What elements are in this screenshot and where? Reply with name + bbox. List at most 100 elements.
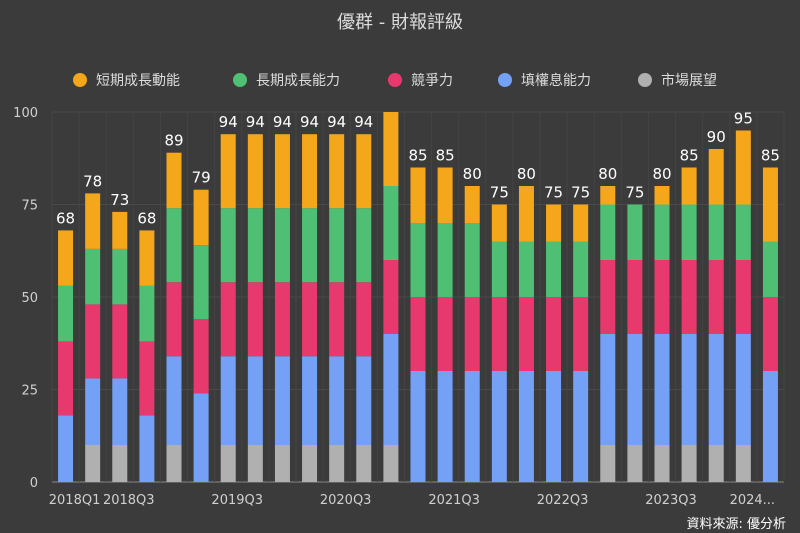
source-note: 資料來源: 優分析: [686, 517, 786, 532]
total-label: 80: [652, 165, 671, 183]
total-label: 75: [571, 184, 590, 202]
bar-segment: [464, 371, 480, 482]
bar-segment: [274, 282, 290, 357]
bar-segment: [302, 208, 318, 283]
bar-segment: [762, 371, 778, 482]
total-label: 94: [300, 113, 319, 131]
bar-segment: [518, 241, 534, 297]
bar-segment: [681, 167, 697, 205]
bar-segment: [573, 241, 589, 297]
bar-segment: [85, 193, 101, 249]
total-label: 85: [436, 147, 455, 165]
bar-segment: [220, 282, 236, 357]
bar-segment: [627, 260, 643, 334]
legend-marker: [498, 73, 512, 87]
bar-segment: [85, 378, 101, 445]
bar-segment: [193, 319, 209, 394]
bar-segment: [356, 134, 372, 209]
bar-segment: [546, 371, 562, 482]
bar-segment: [654, 186, 670, 205]
bar-segment: [58, 230, 74, 286]
bar-segment: [681, 204, 697, 260]
bar-segment: [302, 282, 318, 357]
bar-segment: [708, 260, 724, 334]
bar-segment: [600, 445, 616, 482]
bar-segment: [112, 211, 128, 249]
bar-segment: [654, 204, 670, 260]
bars: [58, 112, 778, 482]
bar-segment: [85, 248, 101, 305]
bar-segment: [329, 134, 345, 209]
bar-segment: [247, 445, 263, 482]
total-label: 79: [192, 169, 211, 187]
bar-segment: [762, 167, 778, 242]
bar-segment: [329, 356, 345, 445]
x-tick-label: 2021Q3: [428, 493, 480, 508]
bar-segment: [627, 204, 643, 260]
legend-label: 短期成長動能: [96, 73, 180, 89]
total-label: 94: [354, 113, 373, 131]
bar-segment: [139, 285, 155, 342]
y-tick-label: 50: [21, 291, 38, 306]
bar-segment: [573, 371, 589, 482]
x-tick-label: 2018Q1: [49, 493, 101, 508]
bar-segment: [410, 297, 426, 371]
legend-label: 市場展望: [661, 72, 717, 89]
bar-segment: [383, 186, 399, 260]
bar-segment: [546, 297, 562, 371]
total-label: 75: [625, 184, 644, 202]
bar-segment: [383, 334, 399, 445]
bar-segment: [518, 186, 534, 242]
y-tick-label: 75: [21, 199, 38, 214]
bar-segment: [383, 445, 399, 482]
bar-segment: [302, 134, 318, 209]
legend-marker: [388, 73, 402, 87]
bar-segment: [491, 371, 507, 482]
bar-segment: [302, 445, 318, 482]
bar-segment: [356, 356, 372, 445]
total-label: 85: [408, 147, 427, 165]
bar-segment: [166, 445, 182, 482]
bar-segment: [518, 297, 534, 371]
bar-segment: [193, 189, 209, 246]
bar-segment: [383, 112, 399, 186]
y-tick-label: 100: [13, 106, 38, 121]
y-tick-label: 25: [21, 384, 38, 399]
bar-segment: [600, 334, 616, 445]
bar-segment: [491, 297, 507, 371]
total-label: 80: [598, 165, 617, 183]
bar-segment: [58, 415, 74, 482]
total-label: 94: [273, 113, 292, 131]
bar-segment: [112, 378, 128, 445]
bar-segment: [654, 445, 670, 482]
bar-segment: [708, 445, 724, 482]
bar-segment: [193, 393, 209, 482]
bar-segment: [735, 130, 751, 205]
legend-label: 競爭力: [411, 73, 453, 89]
bar-segment: [627, 445, 643, 482]
bar-segment: [139, 230, 155, 286]
bar-segment: [112, 445, 128, 482]
x-tick-label: 2023Q3: [645, 493, 697, 508]
total-label: 78: [83, 172, 102, 190]
bar-segment: [654, 334, 670, 445]
bar-segment: [220, 208, 236, 283]
bar-segment: [193, 245, 209, 320]
bar-segment: [735, 334, 751, 445]
x-tick-label: 2020Q3: [320, 493, 372, 508]
bar-segment: [681, 260, 697, 334]
bar-segment: [464, 297, 480, 371]
total-label: 75: [490, 184, 509, 202]
bar-segment: [437, 297, 453, 371]
bar-segment: [58, 341, 74, 416]
bar-segment: [166, 282, 182, 357]
total-label: 94: [219, 113, 238, 131]
bar-segment: [356, 282, 372, 357]
bar-segment: [274, 356, 290, 445]
legend: 短期成長動能 長期成長能力 競爭力 填權息能力 市場展望: [73, 72, 717, 89]
bar-segment: [491, 241, 507, 297]
bar-segment: [247, 356, 263, 445]
bar-segment: [220, 134, 236, 209]
bar-segment: [302, 356, 318, 445]
